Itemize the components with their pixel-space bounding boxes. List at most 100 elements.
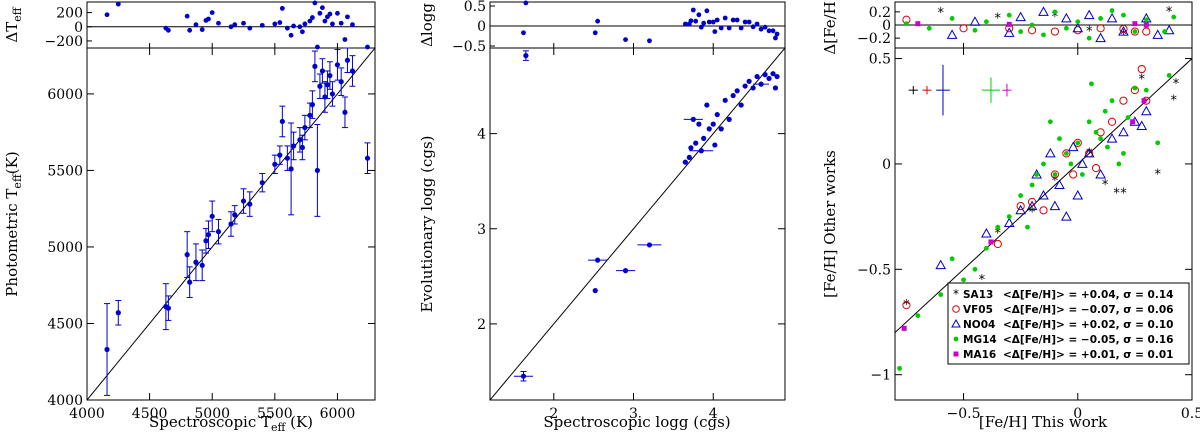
teff-residual-point — [330, 21, 335, 27]
teff-residual-point — [291, 23, 297, 29]
logg-data-point — [746, 78, 752, 84]
teff-residual-point — [272, 21, 278, 27]
teff-data-point — [334, 62, 341, 68]
feh-legend-marker — [953, 351, 959, 357]
feh-mg14-point — [1052, 172, 1058, 177]
feh-ma16-point — [1130, 119, 1136, 125]
logg-data-point — [646, 242, 653, 248]
feh-sa13-residual-point: * — [1086, 25, 1093, 40]
teff-residual-point — [241, 20, 246, 26]
logg-data-layer: 2 3 4 2 3 4 0.5 0 −0.5 — [452, 0, 785, 422]
feh-vf05-point — [1069, 170, 1078, 179]
teff-residual-point — [297, 24, 303, 30]
feh-mg14-point — [1086, 119, 1092, 125]
teff-x-tick-label: 5000 — [194, 406, 230, 422]
teff-x-tick-label: 5500 — [257, 406, 293, 422]
feh-vf05-point — [1107, 117, 1117, 126]
feh-legend-box — [947, 282, 1190, 365]
feh-mg14-residual-point — [1063, 25, 1069, 31]
teff-x-label: Spectroscopic Teff (K) — [149, 413, 313, 432]
feh-ma16-point — [1141, 98, 1147, 104]
feh-no04-residual-point — [1106, 12, 1118, 23]
feh-legend-stat: <Δ[Fe/H]> = −0.05, σ = 0.16 — [1003, 334, 1173, 346]
teff-res-y-tick-label: 0 — [74, 20, 83, 36]
logg-residual-point — [690, 7, 696, 13]
logg-data-point — [712, 142, 718, 148]
feh-mg14-point — [1047, 119, 1053, 125]
teff-residual-point — [317, 10, 323, 16]
feh-one-to-one-line — [895, 58, 1192, 333]
teff-data-point — [279, 118, 285, 125]
logg-res-y-tick-label: −0.5 — [452, 39, 486, 55]
feh-mg14-point — [1075, 140, 1081, 146]
teff-data-point — [215, 229, 222, 235]
feh-vf05-point — [1062, 149, 1071, 158]
teff-data-point — [299, 144, 305, 151]
teff-residual-point — [365, 44, 370, 50]
teff-residual-point — [115, 1, 121, 7]
feh-y-tick-label: −1 — [870, 368, 891, 384]
teff-data-point — [314, 167, 320, 174]
feh-mg14-point — [1166, 73, 1172, 78]
logg-data-point — [696, 121, 702, 127]
feh-data-layer: −0.5 0 0.5−1−0.500.50.20−0.2******* *******… — [857, 5, 1200, 422]
feh-legend-stat: <Δ[Fe/H]> = −0.07, σ = 0.06 — [1003, 304, 1173, 316]
feh-mg14-point — [1105, 144, 1110, 150]
feh-mg14-point — [1029, 182, 1035, 188]
feh-res-y-tick-label: 0 — [882, 18, 891, 34]
feh-mg14-residual-point — [1098, 16, 1104, 21]
feh-mg14-point — [1018, 193, 1024, 198]
feh-sa13-point: * — [903, 298, 910, 313]
teff-data-point — [324, 82, 331, 88]
logg-x-label: Spectroscopic logg (cgs) — [543, 413, 730, 431]
feh-x-label: [Fe/H] This work — [979, 413, 1108, 431]
logg-residual-point — [623, 37, 628, 42]
feh-x-tick-label: 0.5 — [1181, 406, 1200, 422]
teff-x-tick-label: 6000 — [320, 406, 356, 422]
feh-vf05-point — [1039, 206, 1048, 215]
feh-mg14-point — [1006, 214, 1012, 220]
feh-vf05-residual-point — [1119, 24, 1128, 34]
logg-data-point — [690, 116, 696, 122]
feh-no04-point — [1067, 141, 1079, 152]
teff-residual-point — [302, 21, 308, 27]
teff-data-point — [228, 221, 234, 227]
teff-data-point — [327, 72, 333, 79]
feh-vf05-point — [1027, 197, 1037, 206]
feh-mg14-point — [1089, 81, 1094, 87]
logg-data-point — [718, 126, 724, 132]
feh-no04-point — [1026, 200, 1038, 211]
feh-no04-point — [1003, 217, 1015, 227]
feh-no04-point — [1044, 147, 1056, 158]
feh-vf05-residual-point — [1142, 27, 1151, 36]
feh-sa13-point: * — [1102, 178, 1109, 193]
teff-y-tick-label: 5000 — [47, 240, 83, 256]
teff-data-point — [291, 143, 297, 149]
feh-no04-point — [1083, 147, 1095, 158]
teff-data-point — [319, 68, 326, 74]
feh-sa13-residual-point: * — [1052, 10, 1059, 25]
feh-sa13-point: * — [995, 226, 1002, 241]
logg-residual-point — [738, 25, 744, 31]
logg-data-point — [738, 102, 744, 108]
teff-main-frame — [86, 47, 376, 401]
feh-sa13-point: * — [1120, 186, 1127, 201]
feh-mg14-residual-point — [949, 16, 955, 21]
logg-data-point — [750, 85, 756, 91]
feh-vf05-residual-point — [1027, 26, 1037, 35]
teff-residual-point — [309, 15, 315, 20]
feh-mg14-residual-point — [904, 21, 909, 27]
feh-y-tick-label: 0 — [882, 157, 891, 173]
logg-data-point — [774, 73, 780, 80]
feh-mg14-point — [1068, 161, 1074, 167]
feh-mg14-point — [897, 365, 902, 371]
feh-mg14-point — [983, 245, 989, 251]
teff-data-point — [317, 83, 323, 89]
feh-legend-stat: <Δ[Fe/H]> = +0.02, σ = 0.10 — [1003, 319, 1173, 331]
teff-data-point — [205, 232, 212, 238]
feh-y-tick-label: −0.5 — [857, 262, 891, 278]
feh-legend-marker — [952, 305, 960, 313]
teff-data-point — [307, 112, 313, 118]
feh-vf05-point — [1016, 201, 1025, 211]
